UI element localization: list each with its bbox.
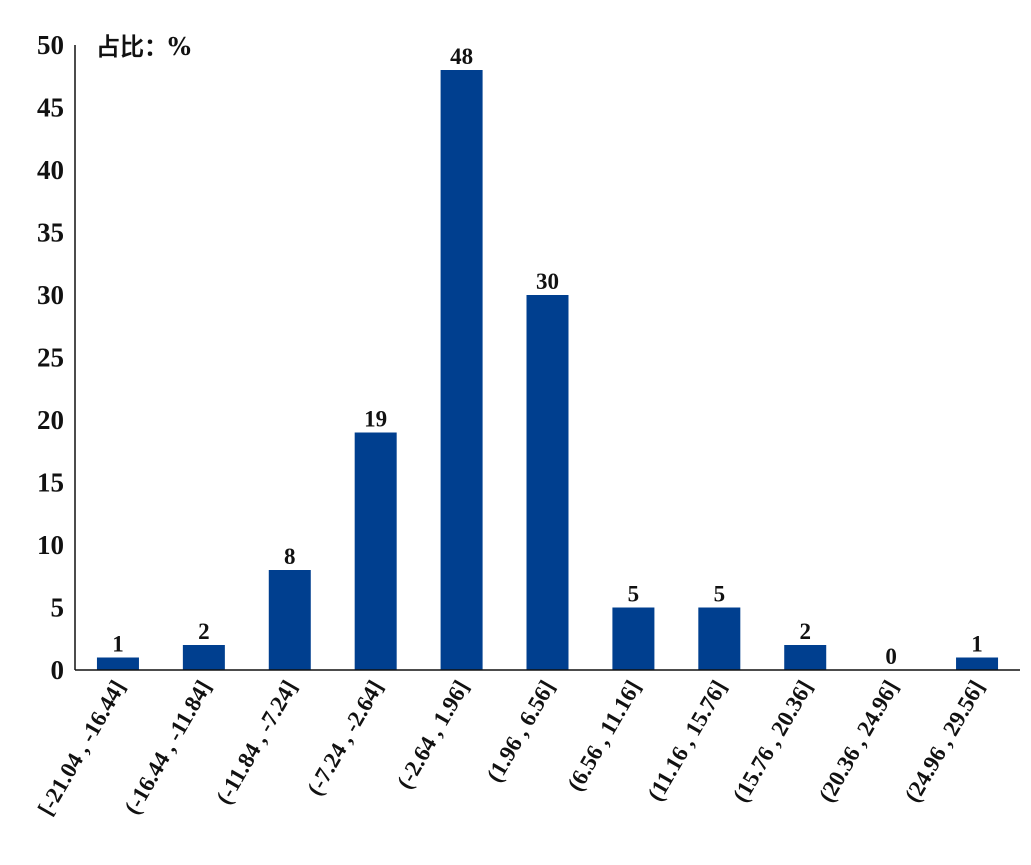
y-tick-label: 45: [37, 93, 64, 123]
x-tick-label: (-16.44 , -11.84]: [119, 676, 216, 819]
data-labels: 1 2 8 19 48 30 5 5 2 0 1: [112, 44, 983, 669]
y-tick-label: 50: [37, 30, 64, 60]
x-tick-label: [-21.04 , -16.44]: [33, 676, 130, 820]
bar: [612, 607, 655, 670]
x-tick-label: (-11.84 , -7.24]: [211, 676, 302, 809]
data-label: 1: [971, 632, 983, 657]
bar: [784, 645, 827, 670]
bar: [956, 657, 999, 670]
unit-label: 占比：%: [96, 32, 191, 61]
data-label: 1: [112, 632, 124, 657]
y-tick-label: 15: [37, 468, 64, 498]
bar: [268, 570, 311, 670]
x-tick-label: (15.76 , 20.36]: [728, 676, 818, 806]
data-label: 0: [885, 644, 897, 669]
x-tick-label: (-7.24 , -2.64]: [302, 676, 388, 800]
data-label: 2: [198, 619, 210, 644]
y-tick-label: 30: [37, 280, 64, 310]
bar: [354, 432, 397, 670]
data-label: 5: [628, 582, 640, 607]
data-label: 8: [284, 544, 296, 569]
bar: [182, 645, 225, 670]
y-tick-label: 20: [37, 405, 64, 435]
x-tick-label: (6.56 , 11.16]: [562, 676, 645, 795]
x-tick-label: (24.96 , 29.56]: [900, 676, 990, 806]
x-axis-tick-labels: [-21.04 , -16.44](-16.44 , -11.84](-11.8…: [33, 676, 989, 820]
bar: [526, 295, 569, 670]
bar: [96, 657, 139, 670]
bar: [698, 607, 741, 670]
x-tick-label: (11.16 , 15.76]: [643, 676, 732, 805]
x-tick-label: (20.36 , 24.96]: [814, 676, 904, 806]
data-label: 5: [714, 582, 726, 607]
data-label: 30: [536, 269, 559, 294]
y-tick-label: 5: [51, 593, 65, 623]
y-tick-label: 10: [37, 530, 64, 560]
y-tick-label: 40: [37, 155, 64, 185]
bars: [96, 70, 999, 670]
data-label: 19: [364, 407, 387, 432]
bar: [440, 70, 483, 670]
data-label: 2: [799, 619, 811, 644]
data-label: 48: [450, 44, 473, 69]
y-axis-ticks: 0 5 10 15 20 25 30 35 40 45 50: [37, 30, 64, 685]
x-tick-label: (1.96 , 6.56]: [482, 676, 560, 786]
x-tick-label: (-2.64 , 1.96]: [392, 676, 474, 793]
y-tick-label: 35: [37, 218, 64, 248]
y-tick-label: 25: [37, 343, 64, 373]
y-tick-label: 0: [51, 655, 65, 685]
